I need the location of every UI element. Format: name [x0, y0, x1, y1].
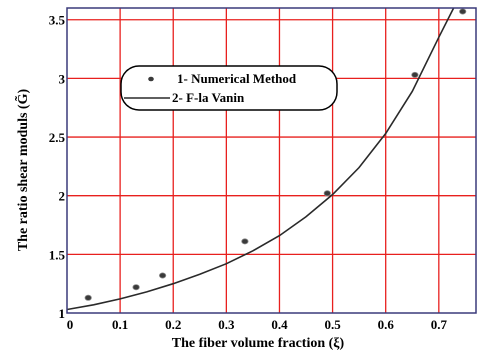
legend: 1- Numerical Method 2- F-la Vanin: [120, 65, 338, 111]
y-tick-label: 1.5: [49, 247, 66, 262]
legend-entry-vanin: 2- F-la Vanin: [172, 90, 245, 105]
data-point: [84, 294, 92, 301]
plot-frame: [66, 7, 477, 314]
points-layer: [84, 8, 467, 301]
x-tick-label: 0.6: [378, 317, 395, 332]
data-point: [411, 71, 419, 78]
y-tick-label: 2: [59, 189, 66, 204]
legend-entry-numerical: 1- Numerical Method: [177, 71, 297, 86]
y-tick-label: 2.5: [49, 130, 66, 145]
data-point: [159, 272, 167, 279]
y-tick-labels: 1 1.5 2 2.5 3 3.5: [49, 13, 66, 321]
y-tick-label: 3: [59, 71, 66, 86]
data-point: [459, 8, 467, 15]
data-point: [323, 190, 331, 197]
legend-box: [120, 65, 338, 111]
data-point: [132, 284, 140, 291]
x-tick-label: 0.7: [431, 317, 448, 332]
x-tick-label: 0.3: [218, 317, 235, 332]
data-point: [241, 238, 249, 245]
x-tick-label: 0: [67, 317, 74, 332]
x-tick-label: 0.5: [324, 317, 341, 332]
curve-layer: [67, 8, 455, 311]
series-line-vanin: [67, 8, 455, 311]
legend-marker-points: [148, 76, 154, 82]
y-tick-label: 3.5: [49, 13, 66, 28]
x-axis-label: The fiber volume fraction (ξ): [172, 336, 345, 351]
x-tick-label: 0.4: [271, 317, 288, 332]
y-tick-label: 1: [59, 306, 66, 321]
y-axis-label: The ratio shear moduls (G̃): [14, 89, 31, 252]
x-tick-label: 0.2: [165, 317, 181, 332]
x-tick-label: 0.1: [112, 317, 128, 332]
x-tick-labels: 0 0.1 0.2 0.3 0.4 0.5 0.6 0.7: [67, 317, 448, 332]
